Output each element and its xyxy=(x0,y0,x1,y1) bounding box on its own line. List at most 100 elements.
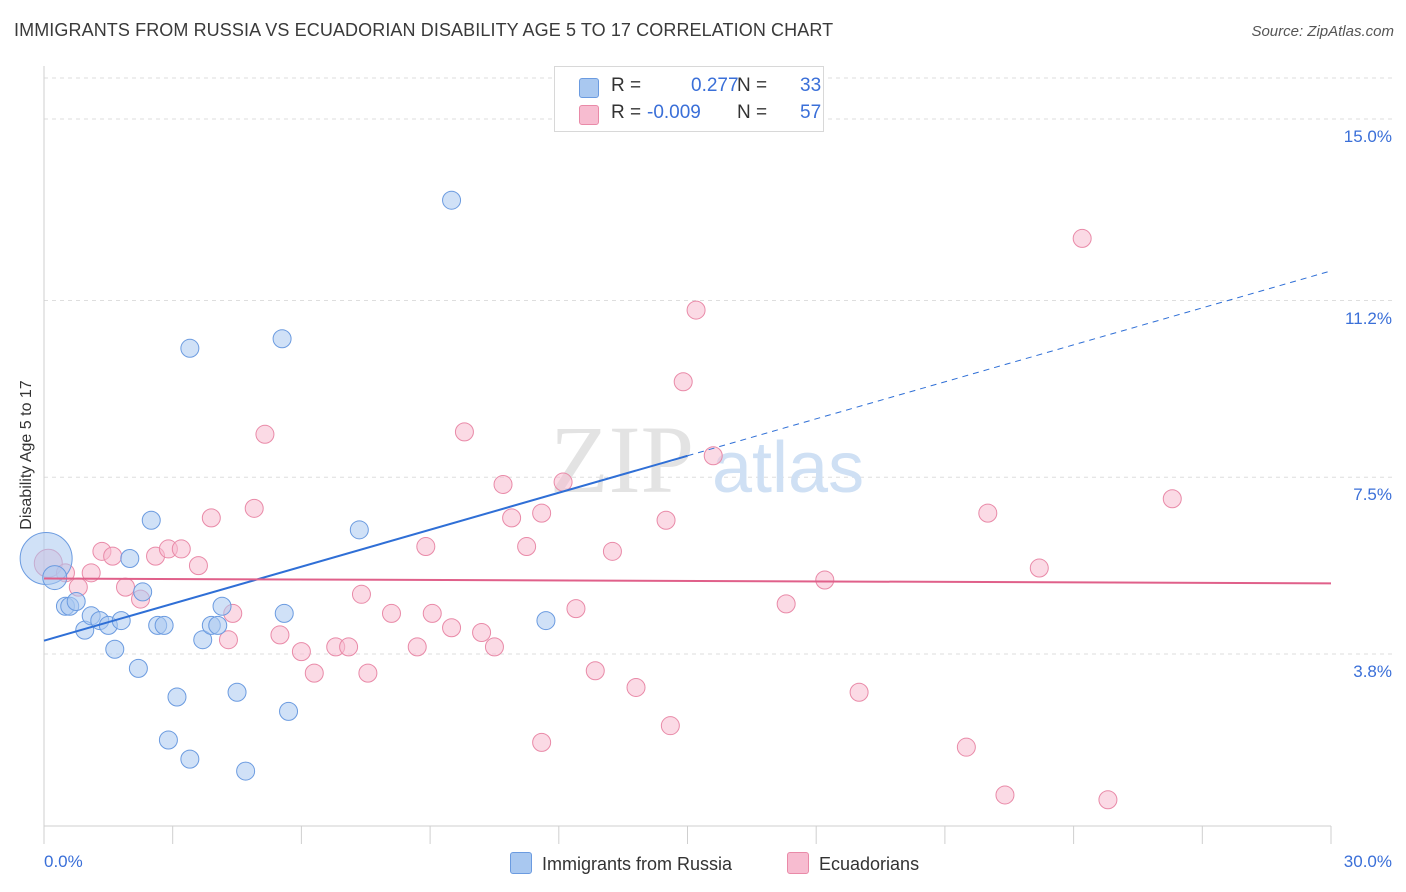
data-point xyxy=(553,472,573,492)
data-point xyxy=(493,474,513,494)
data-point xyxy=(66,591,86,611)
data-point xyxy=(602,541,622,561)
data-point xyxy=(1162,489,1182,509)
watermark-zip: ZIP xyxy=(550,406,694,513)
legend-r-label: R = xyxy=(611,75,642,96)
data-point xyxy=(244,498,264,518)
data-point xyxy=(304,663,324,683)
bottom-legend-label-russia: Immigrants from Russia xyxy=(542,854,733,874)
y-tick-label: 7.5% xyxy=(1353,485,1392,505)
data-point xyxy=(274,603,294,623)
data-point xyxy=(188,556,208,576)
data-point xyxy=(291,642,311,662)
bottom-legend-label-ecuadorians: Ecuadorians xyxy=(819,854,920,874)
data-point xyxy=(208,615,228,635)
data-point xyxy=(472,623,492,643)
watermark: ZIP atlas xyxy=(550,406,864,513)
data-point xyxy=(201,508,221,528)
data-point xyxy=(381,603,401,623)
data-point xyxy=(116,577,136,597)
data-point xyxy=(776,594,796,614)
data-point xyxy=(218,630,238,650)
legend-n-value: 33 xyxy=(800,75,822,96)
data-point xyxy=(154,615,174,635)
data-point xyxy=(255,424,275,444)
bottom-legend-swatch-ecuadorians xyxy=(787,852,809,874)
data-point xyxy=(416,537,436,557)
trend-lines xyxy=(43,270,1332,642)
data-point xyxy=(566,599,586,619)
data-point xyxy=(532,503,552,523)
data-point xyxy=(103,546,123,566)
data-point xyxy=(212,596,232,616)
data-point xyxy=(358,663,378,683)
data-point xyxy=(167,687,187,707)
data-point xyxy=(407,637,427,657)
bottom-legend-ecuadorians: Ecuadorians xyxy=(787,852,919,875)
data-points xyxy=(19,190,1182,810)
legend-r-value: -0.009 xyxy=(647,102,701,123)
data-point xyxy=(120,548,140,568)
data-point xyxy=(236,761,256,781)
bottom-legend-swatch-russia xyxy=(510,852,532,874)
data-point xyxy=(349,520,369,540)
data-point xyxy=(660,716,680,736)
data-point xyxy=(703,446,723,466)
trend-line xyxy=(43,577,1332,585)
source-label: Source: ZipAtlas.com xyxy=(1251,23,1394,40)
data-point xyxy=(1098,790,1118,810)
data-point xyxy=(626,677,646,697)
axes xyxy=(43,66,1332,844)
bottom-legend-russia: Immigrants from Russia xyxy=(510,852,732,875)
legend-swatch-ecuadorians xyxy=(579,105,599,125)
data-point xyxy=(995,785,1015,805)
legend-swatch-russia xyxy=(579,78,599,98)
watermark-atlas: atlas xyxy=(712,428,864,508)
data-point xyxy=(656,510,676,530)
data-point xyxy=(141,510,161,530)
data-point xyxy=(484,637,504,657)
data-point xyxy=(849,682,869,702)
data-point xyxy=(279,701,299,721)
data-point xyxy=(105,639,125,659)
data-point xyxy=(454,422,474,442)
data-point xyxy=(422,603,442,623)
data-point xyxy=(133,582,153,602)
data-point xyxy=(270,625,290,645)
data-point xyxy=(502,508,522,528)
chart-title: IMMIGRANTS FROM RUSSIA VS ECUADORIAN DIS… xyxy=(14,20,834,40)
data-point xyxy=(180,749,200,769)
data-point xyxy=(180,338,200,358)
legend-n-label: N = xyxy=(737,102,768,123)
data-point xyxy=(339,637,359,657)
x-tick-label-min: 0.0% xyxy=(44,852,83,871)
data-point xyxy=(171,539,191,559)
legend-r-label: R = xyxy=(611,102,642,123)
data-point xyxy=(585,661,605,681)
y-tick-label: 15.0% xyxy=(1343,126,1392,146)
y-tick-label: 3.8% xyxy=(1353,662,1392,682)
data-point xyxy=(517,537,537,557)
data-point xyxy=(272,329,292,349)
grid-lines xyxy=(44,77,1393,655)
x-tick-label-max: 30.0% xyxy=(1343,852,1392,871)
legend-n-value: 57 xyxy=(800,102,822,123)
data-point xyxy=(536,611,556,631)
data-point xyxy=(128,658,148,678)
trend-line xyxy=(43,454,688,642)
data-point xyxy=(1072,228,1092,248)
data-point xyxy=(532,732,552,752)
legend-n-label: N = xyxy=(737,75,768,96)
data-point xyxy=(673,372,693,392)
data-point xyxy=(227,682,247,702)
data-point xyxy=(158,730,178,750)
data-point xyxy=(978,503,998,523)
data-point xyxy=(815,570,835,590)
data-point xyxy=(956,737,976,757)
data-point xyxy=(193,630,213,650)
data-point xyxy=(442,618,462,638)
data-point xyxy=(686,300,706,320)
data-point xyxy=(81,563,101,583)
data-point xyxy=(351,584,371,604)
